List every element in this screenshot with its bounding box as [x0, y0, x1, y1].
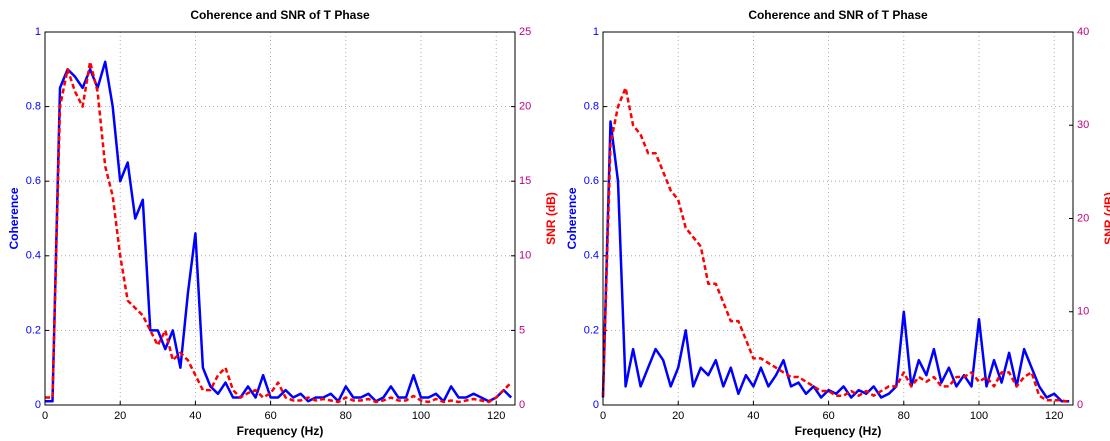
x-tick-label: 100 — [970, 410, 988, 422]
x-tick-label: 40 — [747, 410, 759, 422]
series-line — [601, 120, 1070, 403]
x-tick-label: 60 — [264, 410, 276, 422]
y2-tick-label: 0 — [1077, 399, 1083, 411]
x-tick-label: 60 — [822, 410, 834, 422]
series-line — [601, 86, 1070, 404]
y2-tick-label: 20 — [519, 101, 531, 113]
x-axis-label: Frequency (Hz) — [237, 424, 324, 438]
x-axis-label: Frequency (Hz) — [795, 424, 882, 438]
y-tick-label: 0.4 — [584, 250, 599, 262]
y-tick-label: 0.8 — [26, 101, 41, 113]
x-tick-label: 80 — [340, 410, 352, 422]
y2-tick-label: 30 — [1077, 119, 1089, 131]
y2-tick-label: 5 — [519, 324, 525, 336]
y-tick-label: 1 — [35, 26, 41, 38]
y2-tick-label: 25 — [519, 26, 531, 38]
y-tick-label: 0.6 — [584, 175, 599, 187]
y-tick-label: 0.2 — [584, 324, 599, 336]
x-tick-label: 40 — [189, 410, 201, 422]
y-tick-label: 1 — [593, 26, 599, 38]
chart-title: Coherence and SNR of T Phase — [748, 8, 928, 22]
chart-title: Coherence and SNR of T Phase — [190, 8, 370, 22]
x-tick-label: 20 — [114, 410, 126, 422]
x-tick-label: 20 — [672, 410, 684, 422]
x-tick-label: 100 — [412, 410, 430, 422]
x-tick-label: 120 — [487, 410, 505, 422]
y-tick-label: 0.2 — [26, 324, 41, 336]
y-tick-label: 0.8 — [584, 101, 599, 113]
y-axis-label: Coherence — [565, 187, 579, 249]
y2-tick-label: 10 — [1077, 306, 1089, 318]
y-tick-label: 0 — [35, 399, 41, 411]
x-tick-label: 80 — [898, 410, 910, 422]
y2-tick-label: 20 — [1077, 212, 1089, 224]
y-tick-label: 0.4 — [26, 250, 41, 262]
series-line — [45, 60, 513, 403]
y2-tick-label: 0 — [519, 399, 525, 411]
series-line — [45, 60, 513, 404]
x-tick-label: 0 — [42, 410, 48, 422]
y2-tick-label: 15 — [519, 175, 531, 187]
y-tick-label: 0.6 — [26, 175, 41, 187]
x-tick-label: 0 — [600, 410, 606, 422]
y2-tick-label: 40 — [1077, 26, 1089, 38]
y2-axis-label: SNR (dB) — [544, 192, 558, 245]
plot-frame — [44, 31, 516, 406]
x-tick-label: 120 — [1045, 410, 1063, 422]
y-axis-label: Coherence — [7, 187, 21, 249]
y2-tick-label: 10 — [519, 250, 531, 262]
y-tick-label: 0 — [593, 399, 599, 411]
plot-frame — [602, 31, 1074, 406]
y2-axis-label: SNR (dB) — [1102, 192, 1110, 245]
